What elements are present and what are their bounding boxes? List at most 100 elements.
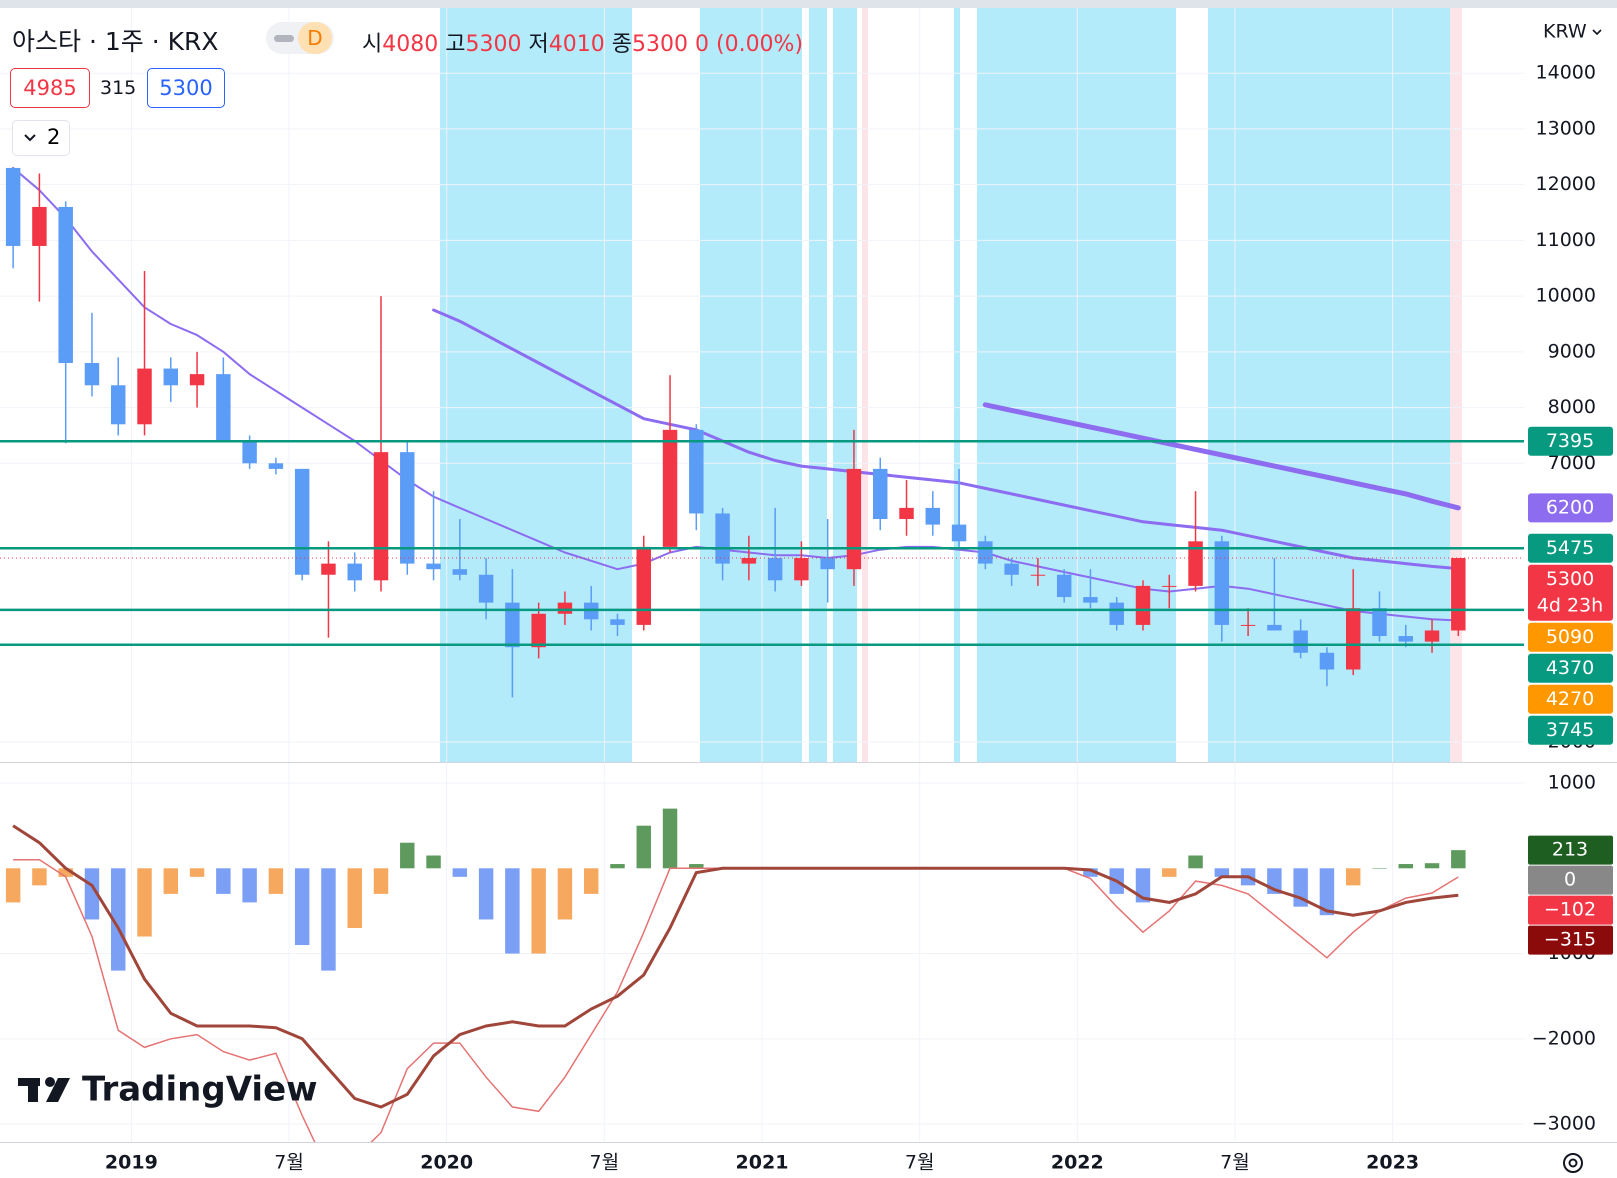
y-tick-label: 13000 <box>1536 117 1596 139</box>
shade <box>833 8 857 762</box>
candle-body <box>951 524 967 542</box>
candle-body <box>1398 636 1413 642</box>
high: 5300 <box>465 32 522 57</box>
candle-body <box>5 167 21 246</box>
candle-body <box>820 558 835 570</box>
currency-chevron[interactable] <box>1592 29 1602 36</box>
gear[interactable] <box>1563 1153 1583 1173</box>
shade <box>977 8 1176 762</box>
candle-body <box>1188 541 1203 586</box>
histogram-bar <box>294 868 310 946</box>
logo: TradingView <box>18 1070 318 1110</box>
candle-body <box>268 463 284 469</box>
session-shading <box>440 8 1462 762</box>
open-label: 시 <box>362 32 383 57</box>
gear-hub[interactable] <box>1568 1158 1578 1168</box>
candle-body <box>1004 563 1019 575</box>
y-tick-label: 7000 <box>1548 452 1596 474</box>
candle-body <box>557 602 573 614</box>
histogram-bar <box>610 864 625 869</box>
signal-line <box>12 824 1459 1109</box>
candle-body <box>1451 558 1466 631</box>
candle-body <box>1345 608 1361 670</box>
histogram-bar <box>189 868 205 877</box>
histogram-bar <box>689 864 704 869</box>
chevron <box>24 134 36 142</box>
candle-body <box>741 558 757 564</box>
histogram-bar <box>1188 855 1203 869</box>
spread: 315 <box>100 77 137 99</box>
x-tick-label: 2019 <box>105 1152 158 1174</box>
price-label: 7395 <box>1546 430 1594 452</box>
candle-body <box>794 558 809 581</box>
candle-body <box>32 206 47 246</box>
x-tick-label: 2022 <box>1051 1152 1104 1174</box>
x-tick-label: 2020 <box>420 1152 473 1174</box>
histogram-bar <box>137 868 152 937</box>
histogram-bar <box>1135 868 1151 903</box>
y-tick-label: −3000 <box>1532 1113 1596 1135</box>
price-label-bg <box>1528 653 1613 683</box>
histogram-bar <box>163 868 179 894</box>
top-bar <box>0 0 1617 8</box>
candle-body <box>347 563 362 581</box>
indicator-toggle[interactable]: 2 <box>12 120 70 156</box>
brand: TradingView <box>82 1070 318 1110</box>
price-label-bg <box>1528 564 1613 621</box>
histogram-bar <box>216 868 231 894</box>
ask[interactable]: 5300 <box>147 68 225 108</box>
histogram-bar <box>373 868 389 894</box>
candle-body <box>426 563 441 570</box>
histogram-bar <box>1424 863 1440 869</box>
candle-body <box>373 452 389 581</box>
indicator-label-bg <box>1528 835 1613 865</box>
histogram-bar <box>583 868 599 894</box>
histogram-bar <box>242 868 257 903</box>
histogram-bar <box>662 808 678 869</box>
close: 5300 <box>632 32 688 57</box>
shade <box>954 8 960 762</box>
bid[interactable]: 4985 <box>10 68 90 108</box>
logo-shape <box>45 1077 55 1087</box>
candle-body <box>873 468 888 520</box>
candle-body <box>111 385 126 425</box>
candle-body <box>189 374 205 386</box>
indicator-label: −315 <box>1544 929 1596 951</box>
y-tick-label: 11000 <box>1536 229 1596 251</box>
currency[interactable]: KRW <box>1543 21 1587 43</box>
histogram-bar <box>426 855 441 869</box>
histogram-bar <box>1214 868 1230 877</box>
histogram-bar <box>321 868 336 971</box>
indicator-label: 0 <box>1564 869 1576 891</box>
price-label: 3745 <box>1546 719 1594 741</box>
histogram-bar <box>111 868 126 971</box>
open: 4080 <box>382 32 439 57</box>
price-label: 5475 <box>1546 537 1594 559</box>
low: 4010 <box>548 32 605 57</box>
candle-body <box>1372 608 1387 637</box>
x-tick-label: 7월 <box>274 1152 304 1174</box>
axes: 2000700080009000100001100012000130001400… <box>105 62 1613 1174</box>
settings-icon[interactable] <box>1563 1153 1583 1173</box>
y-tick-label: 14000 <box>1536 62 1596 84</box>
price-label-bg <box>1528 715 1613 745</box>
price-label: 4370 <box>1546 657 1594 679</box>
histogram-bar <box>347 868 362 928</box>
candle-body <box>531 613 546 648</box>
price-label-bg <box>1528 426 1613 456</box>
candle-body <box>1056 574 1072 598</box>
interval[interactable]: D <box>298 22 332 54</box>
candle-body <box>1424 630 1440 642</box>
candle-body <box>636 546 651 625</box>
candle-body <box>1319 652 1335 670</box>
y-tick-label: 1000 <box>1548 772 1596 794</box>
interval-badge[interactable]: D <box>266 22 334 54</box>
x-tick-label: 7월 <box>905 1152 935 1174</box>
price-label: 5300 <box>1546 568 1594 590</box>
moving-average <box>982 402 1461 511</box>
x-tick-label: 7월 <box>590 1152 620 1174</box>
shade <box>700 8 802 762</box>
candle-body <box>321 563 336 575</box>
